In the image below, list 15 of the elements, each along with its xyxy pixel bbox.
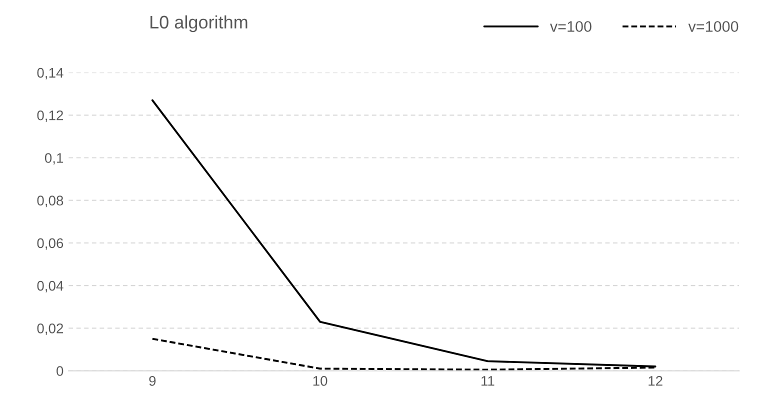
y-tick-label: 0,04 [37, 280, 64, 292]
x-tick-label: 12 [648, 376, 662, 386]
y-tick-label: 0 [56, 366, 64, 376]
y-tick-label: 0,02 [37, 323, 64, 335]
x-tick-label: 10 [313, 376, 328, 386]
y-tick-label: 0,12 [37, 110, 64, 122]
legend-label: v=100 [550, 21, 592, 32]
y-tick-label: 0,06 [37, 238, 64, 250]
legend-label: v=1000 [688, 21, 738, 32]
chart-title: L0 algorithm [150, 15, 248, 32]
y-tick-label: 0,14 [37, 68, 64, 80]
y-tick-label: 0,1 [44, 153, 64, 165]
x-tick-label: 9 [149, 376, 156, 386]
y-tick-label: 0,08 [37, 196, 64, 208]
x-tick-label: 11 [482, 376, 494, 386]
